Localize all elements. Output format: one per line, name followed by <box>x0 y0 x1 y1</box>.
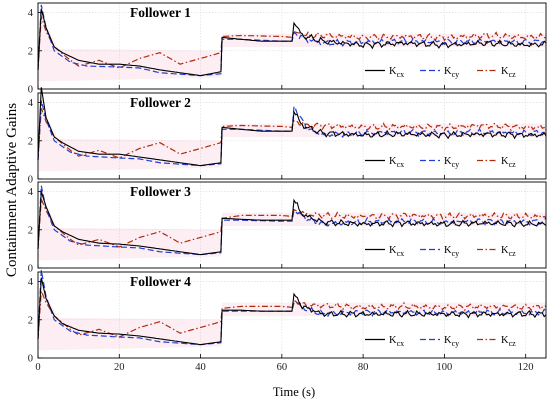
panel-title: Follower 4 <box>130 274 191 289</box>
series-line-kcz <box>37 198 547 249</box>
x-tick-label: 120 <box>518 362 534 373</box>
panel-frame <box>37 92 547 180</box>
y-tick-label: 2 <box>28 315 33 326</box>
series-line-kcx <box>37 87 547 167</box>
x-axis-label: Time (s) <box>273 385 315 399</box>
legend-label-kcz: Kcz <box>501 335 516 348</box>
x-tick-label: 80 <box>358 362 369 373</box>
plot-area <box>38 182 546 268</box>
y-tick-label: 4 <box>28 187 34 198</box>
y-tick-label: 0 <box>28 85 33 96</box>
panel-frame <box>37 271 547 359</box>
y-tick-label: 4 <box>28 277 34 288</box>
panel-3: 0 2 4 Follower 3 Kcx Kcy Kcz <box>28 181 547 275</box>
y-tick-label: 0 <box>28 264 33 275</box>
series-line-kcy <box>37 4 547 77</box>
y-tick-label: 2 <box>28 136 33 147</box>
y-tick-label: 0 <box>28 175 33 186</box>
x-tick-label: 100 <box>437 362 453 373</box>
panel-frame <box>37 2 547 90</box>
panel-title: Follower 2 <box>130 95 191 110</box>
series-line-kcx <box>37 8 547 77</box>
panels: 0 2 4 Follower 1 Kcx Kcy Kcz 0 2 4 Follower 2 Kcx Kc… <box>28 2 547 373</box>
pink-band <box>38 273 546 351</box>
panel-title: Follower 3 <box>130 184 191 199</box>
legend-label-kcy: Kcy <box>444 156 459 169</box>
pink-band <box>38 183 546 261</box>
pink-band <box>38 94 546 172</box>
legend-label-kcy: Kcy <box>444 335 459 348</box>
legend-label-kcz: Kcz <box>501 156 516 169</box>
plot-area <box>38 272 546 358</box>
legend-label-kcx: Kcx <box>389 335 404 348</box>
y-tick-label: 0 <box>28 354 33 365</box>
series-line-kcx <box>37 277 547 346</box>
panel-title: Follower 1 <box>130 5 191 20</box>
panel-1: 0 2 4 Follower 1 Kcx Kcy Kcz <box>28 2 547 96</box>
series-line-kcy <box>37 185 547 256</box>
legend-label-kcz: Kcz <box>501 66 516 79</box>
y-tick-label: 4 <box>28 8 34 19</box>
series-line-kcz <box>37 108 547 160</box>
legend-label-kcx: Kcx <box>389 66 404 79</box>
legend-label-kcz: Kcz <box>501 245 516 258</box>
y-tick-label: 2 <box>28 46 33 57</box>
legend-label-kcx: Kcx <box>389 245 404 258</box>
pink-band <box>38 4 546 82</box>
x-tick-label: 40 <box>195 362 206 373</box>
legend-label-kcy: Kcy <box>444 66 459 79</box>
y-tick-label: 4 <box>28 98 34 109</box>
legend-label-kcy: Kcy <box>444 245 459 258</box>
y-tick-label: 2 <box>28 225 33 236</box>
panel-2: 0 2 4 Follower 2 Kcx Kcy Kcz <box>28 87 547 186</box>
x-tick-label: 60 <box>277 362 288 373</box>
y-axis-label: Containment Adaptive Gains <box>4 103 20 277</box>
x-tick-label: 0 <box>35 362 40 373</box>
panel-frame <box>37 181 547 269</box>
series-line-kcx <box>37 191 547 256</box>
series-line-kcz <box>37 290 547 339</box>
x-tick-label: 20 <box>114 362 125 373</box>
legend-label-kcx: Kcx <box>389 156 404 169</box>
